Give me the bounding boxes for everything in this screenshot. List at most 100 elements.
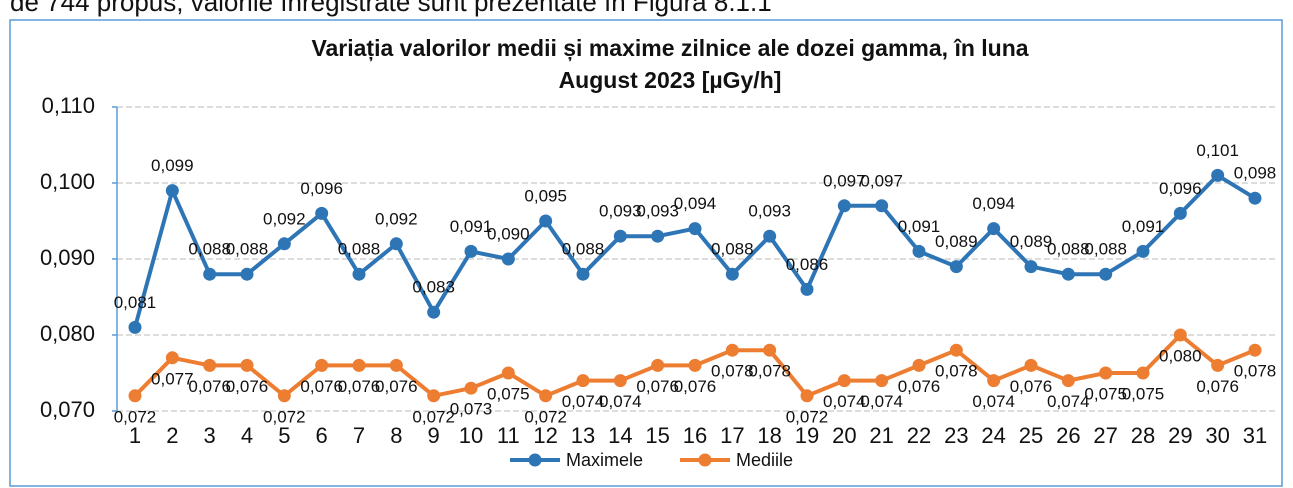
x-tick-label: 4 xyxy=(241,423,253,448)
point xyxy=(875,374,889,388)
point xyxy=(240,358,254,372)
data-label: 0,074 xyxy=(599,392,642,411)
data-label: 0,076 xyxy=(338,377,381,396)
data-label: 0,090 xyxy=(487,224,530,243)
point xyxy=(576,267,590,281)
data-label: 0,072 xyxy=(412,407,455,426)
point xyxy=(539,214,553,228)
data-label: 0,072 xyxy=(524,407,567,426)
data-label: 0,074 xyxy=(860,392,903,411)
data-label: 0,076 xyxy=(226,377,269,396)
point xyxy=(1099,267,1113,281)
x-tick-label: 31 xyxy=(1243,423,1267,448)
point xyxy=(800,389,814,403)
point xyxy=(352,267,366,281)
point xyxy=(576,374,590,388)
x-tick-label: 20 xyxy=(832,423,856,448)
data-label: 0,093 xyxy=(748,202,791,221)
x-tick-label: 3 xyxy=(204,423,216,448)
chart-title: August 2023 [µGy/h] xyxy=(559,67,782,93)
point xyxy=(315,358,329,372)
data-label: 0,088 xyxy=(188,240,231,259)
data-label: 0,101 xyxy=(1196,141,1239,160)
data-label: 0,076 xyxy=(636,377,679,396)
point xyxy=(315,206,329,220)
data-label: 0,075 xyxy=(1084,384,1127,403)
point xyxy=(800,282,814,296)
data-label: 0,078 xyxy=(1234,362,1277,381)
x-tick-label: 17 xyxy=(720,423,744,448)
data-label: 0,094 xyxy=(674,194,717,213)
x-tick-label: 9 xyxy=(428,423,440,448)
x-tick-label: 15 xyxy=(645,423,669,448)
point xyxy=(1061,267,1075,281)
point xyxy=(501,252,515,266)
legend-label: Maximele xyxy=(566,450,643,470)
data-label: 0,076 xyxy=(188,377,231,396)
data-label: 0,076 xyxy=(375,377,418,396)
data-label: 0,099 xyxy=(151,156,194,175)
x-tick-label: 28 xyxy=(1131,423,1155,448)
data-label: 0,088 xyxy=(1047,240,1090,259)
point xyxy=(1248,191,1262,205)
data-label: 0,098 xyxy=(1234,164,1277,183)
data-label: 0,081 xyxy=(114,293,157,312)
data-label: 0,083 xyxy=(412,278,455,297)
legend-swatch xyxy=(698,453,712,467)
x-tick-label: 7 xyxy=(353,423,365,448)
page-text: de 744 propus, valorile înregistrate sun… xyxy=(10,0,772,17)
data-label: 0,096 xyxy=(300,179,343,198)
data-label: 0,074 xyxy=(562,392,605,411)
data-label: 0,088 xyxy=(711,240,754,259)
data-label: 0,097 xyxy=(860,171,903,190)
point xyxy=(875,199,889,213)
x-tick-label: 10 xyxy=(459,423,483,448)
point xyxy=(613,374,627,388)
data-label: 0,075 xyxy=(487,384,530,403)
point xyxy=(1024,260,1038,274)
point xyxy=(128,389,142,403)
point xyxy=(165,351,179,365)
point xyxy=(949,343,963,357)
data-label: 0,074 xyxy=(1047,392,1090,411)
data-label: 0,088 xyxy=(338,240,381,259)
x-tick-label: 11 xyxy=(497,423,520,448)
data-label: 0,072 xyxy=(263,407,306,426)
data-label: 0,089 xyxy=(1010,232,1053,251)
point xyxy=(987,374,1001,388)
x-tick-label: 22 xyxy=(907,423,931,448)
data-label: 0,078 xyxy=(935,362,978,381)
x-tick-label: 24 xyxy=(981,423,1005,448)
y-tick-label: 0,070 xyxy=(40,397,95,422)
point xyxy=(688,222,702,236)
y-tick-label: 0,080 xyxy=(40,321,95,346)
y-tick-label: 0,110 xyxy=(42,93,95,118)
point xyxy=(837,374,851,388)
x-tick-label: 26 xyxy=(1056,423,1080,448)
x-tick-label: 13 xyxy=(571,423,595,448)
data-label: 0,074 xyxy=(972,392,1015,411)
point xyxy=(539,389,553,403)
x-tick-label: 16 xyxy=(683,423,707,448)
point xyxy=(203,358,217,372)
x-tick-label: 6 xyxy=(316,423,328,448)
data-label: 0,092 xyxy=(375,209,418,228)
point xyxy=(277,237,291,251)
point xyxy=(1136,366,1150,380)
data-label: 0,091 xyxy=(450,217,493,236)
data-label: 0,074 xyxy=(823,392,866,411)
point xyxy=(389,358,403,372)
x-tick-label: 14 xyxy=(608,423,632,448)
point xyxy=(688,358,702,372)
chart-frame xyxy=(9,19,1283,487)
data-label: 0,076 xyxy=(300,377,343,396)
x-tick-label: 2 xyxy=(166,423,178,448)
data-label: 0,091 xyxy=(898,217,941,236)
data-label: 0,078 xyxy=(748,362,791,381)
chart-title: Variația valorilor medii și maxime zilni… xyxy=(311,35,1028,62)
data-label: 0,075 xyxy=(1122,384,1165,403)
data-label: 0,094 xyxy=(972,194,1015,213)
x-tick-label: 8 xyxy=(390,423,402,448)
x-tick-label: 23 xyxy=(944,423,968,448)
point xyxy=(464,381,478,395)
